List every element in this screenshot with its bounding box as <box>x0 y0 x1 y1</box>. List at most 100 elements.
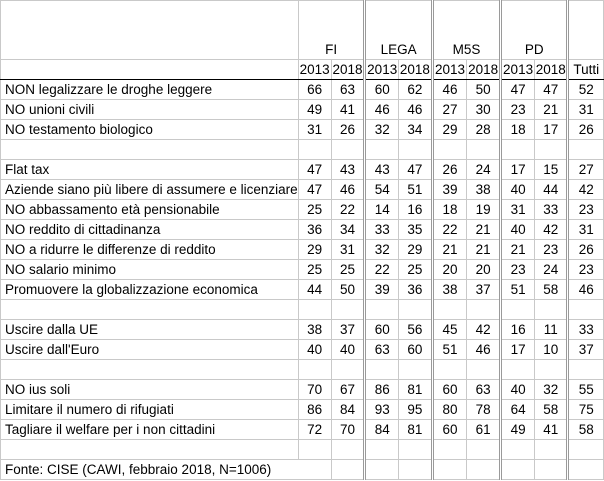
value-cell: 63 <box>330 79 367 100</box>
value-cell: 34 <box>397 119 434 140</box>
value-cell: 21 <box>500 239 536 260</box>
value-cell: 45 <box>431 319 468 340</box>
empty-cell <box>0 439 299 460</box>
value-cell: 38 <box>466 179 503 200</box>
party-header-lega: LEGA <box>364 0 434 60</box>
value-cell: 43 <box>364 159 399 180</box>
value-cell: 29 <box>431 119 468 140</box>
value-cell: 49 <box>297 99 332 120</box>
table-row: Promuovere la globalizzazione economica 4… <box>0 279 604 300</box>
value-cell: 41 <box>330 99 367 120</box>
party-header-row: FI LEGA M5S PD <box>0 0 604 60</box>
value-cell: 44 <box>297 279 332 300</box>
value-cell: 22 <box>330 199 367 220</box>
value-cell: 29 <box>397 239 434 260</box>
value-cell: 33 <box>534 199 570 220</box>
value-cell: 47 <box>297 159 332 180</box>
year-header-cell: 2018 <box>397 59 434 80</box>
value-cell: 33 <box>364 219 399 240</box>
value-cell: 52 <box>567 79 604 100</box>
empty-cell <box>0 299 299 320</box>
value-cell: 34 <box>330 219 367 240</box>
empty-cell <box>330 139 367 160</box>
table-row: Flat tax 47 43 43 47 26 24 17 15 27 <box>0 159 604 180</box>
empty-cell <box>330 359 367 380</box>
value-cell: 23 <box>567 199 604 220</box>
table-row: NO abbassamento età pensionabile 25 22 14 16… <box>0 199 604 220</box>
table-row: NO ius soli 70 67 86 81 60 63 40 32 55 <box>0 379 604 400</box>
table-row: NO testamento biologico 31 26 32 34 29 28 18 17 2… <box>0 119 604 140</box>
value-cell: 26 <box>330 119 367 140</box>
value-cell: 66 <box>297 79 332 100</box>
party-header-m5s: M5S <box>431 0 503 60</box>
row-label: Tagliare il welfare per i non cittadini <box>0 419 299 440</box>
empty-cell <box>500 139 536 160</box>
value-cell: 25 <box>297 199 332 220</box>
value-cell: 60 <box>364 79 399 100</box>
table-row: Tagliare il welfare per i non cittadini 7… <box>0 419 604 440</box>
value-cell: 51 <box>431 339 468 360</box>
value-cell: 31 <box>330 239 367 260</box>
value-cell: 78 <box>466 399 503 420</box>
table-row: NO a ridurre le differenze di reddito 29 3… <box>0 239 604 260</box>
value-cell: 58 <box>534 399 570 420</box>
empty-cell <box>567 359 604 380</box>
value-cell: 50 <box>330 279 367 300</box>
value-cell: 24 <box>534 259 570 280</box>
value-cell: 42 <box>466 319 503 340</box>
row-label: Flat tax <box>0 159 299 180</box>
value-cell: 63 <box>466 379 503 400</box>
value-cell: 40 <box>297 339 332 360</box>
value-cell: 14 <box>364 199 399 220</box>
value-cell: 25 <box>330 259 367 280</box>
value-cell: 29 <box>297 239 332 260</box>
value-cell: 10 <box>534 339 570 360</box>
value-cell: 40 <box>500 379 536 400</box>
value-cell: 31 <box>297 119 332 140</box>
empty-cell <box>297 299 332 320</box>
value-cell: 32 <box>534 379 570 400</box>
total-header: Tutti <box>567 59 604 80</box>
empty-cell <box>397 359 434 380</box>
value-cell: 95 <box>397 399 434 420</box>
party-header-fi: FI <box>297 0 367 60</box>
value-cell: 18 <box>500 119 536 140</box>
value-cell: 26 <box>431 159 468 180</box>
value-cell: 25 <box>297 259 332 280</box>
value-cell: 46 <box>330 179 367 200</box>
empty-cell <box>466 439 503 460</box>
value-cell: 37 <box>466 279 503 300</box>
value-cell: 38 <box>431 279 468 300</box>
empty-cell <box>534 359 570 380</box>
empty-cell <box>534 299 570 320</box>
value-cell: 33 <box>567 319 604 340</box>
value-cell: 17 <box>500 159 536 180</box>
empty-cell <box>330 439 367 460</box>
row-label: NO unioni civili <box>0 99 299 120</box>
empty-cell <box>397 299 434 320</box>
value-cell: 31 <box>567 99 604 120</box>
empty-cell <box>567 459 604 480</box>
row-label: NO ius soli <box>0 379 299 400</box>
value-cell: 26 <box>567 119 604 140</box>
empty-cell <box>567 439 604 460</box>
value-cell: 86 <box>297 399 332 420</box>
value-cell: 40 <box>500 179 536 200</box>
value-cell: 20 <box>466 259 503 280</box>
value-cell: 21 <box>466 219 503 240</box>
value-cell: 46 <box>466 339 503 360</box>
value-cell: 46 <box>364 99 399 120</box>
value-cell: 86 <box>364 379 399 400</box>
value-cell: 27 <box>567 159 604 180</box>
value-cell: 61 <box>466 419 503 440</box>
value-cell: 40 <box>500 219 536 240</box>
value-cell: 25 <box>397 259 434 280</box>
year-header-blank <box>0 59 299 80</box>
empty-cell <box>330 299 367 320</box>
value-cell: 41 <box>534 419 570 440</box>
source-row: Fonte: CISE (CAWI, febbraio 2018, N=1006… <box>0 459 604 480</box>
value-cell: 60 <box>431 379 468 400</box>
table-row: Uscire dall'Euro 40 40 63 60 51 46 17 10 37 <box>0 339 604 360</box>
value-cell: 54 <box>364 179 399 200</box>
